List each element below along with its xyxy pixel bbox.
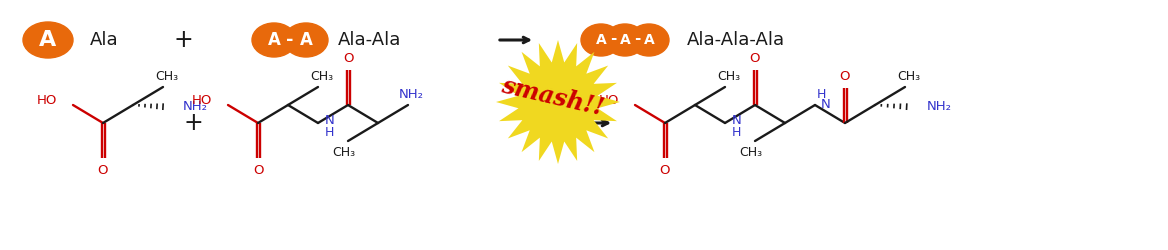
Text: +: + [183,111,203,135]
Text: O: O [252,164,263,176]
Text: CH₃: CH₃ [897,70,920,84]
Text: O: O [98,164,109,176]
Text: O: O [840,70,850,82]
Text: CH₃: CH₃ [311,70,334,84]
Text: H: H [732,126,742,138]
Ellipse shape [23,22,72,58]
Polygon shape [496,40,620,164]
Ellipse shape [252,23,296,57]
Text: A: A [644,33,654,47]
Text: +: + [173,28,193,52]
Text: CH₃: CH₃ [717,70,741,84]
Text: Ala: Ala [90,31,119,49]
Text: -: - [610,32,617,46]
Text: HO: HO [599,94,619,108]
Text: N: N [732,114,742,126]
Text: NH₂: NH₂ [927,100,952,114]
Text: -: - [634,32,640,46]
Text: HO: HO [36,94,57,108]
Text: Ala-Ala-Ala: Ala-Ala-Ala [687,31,785,49]
Text: O: O [750,52,760,64]
Text: A: A [299,31,312,49]
Text: CH₃: CH₃ [739,146,763,158]
Ellipse shape [580,24,621,56]
Text: H: H [325,126,334,138]
Text: O: O [342,52,353,64]
Text: -: - [286,31,293,49]
Text: A: A [267,31,280,49]
Ellipse shape [284,23,328,57]
Text: HO: HO [192,94,213,108]
Text: A: A [596,33,606,47]
Text: O: O [660,164,670,176]
Ellipse shape [630,24,669,56]
Text: Ala-Ala: Ala-Ala [338,31,402,49]
Text: NH₂: NH₂ [398,88,424,102]
Text: H: H [816,88,827,102]
Text: N: N [821,98,830,112]
Text: A: A [40,30,56,50]
Text: N: N [325,114,335,126]
Text: CH₃: CH₃ [333,146,355,158]
Text: smash!!: smash!! [500,74,606,120]
Text: CH₃: CH₃ [155,70,179,84]
Text: NH₂: NH₂ [183,100,208,114]
Ellipse shape [605,24,645,56]
Text: A: A [620,33,631,47]
